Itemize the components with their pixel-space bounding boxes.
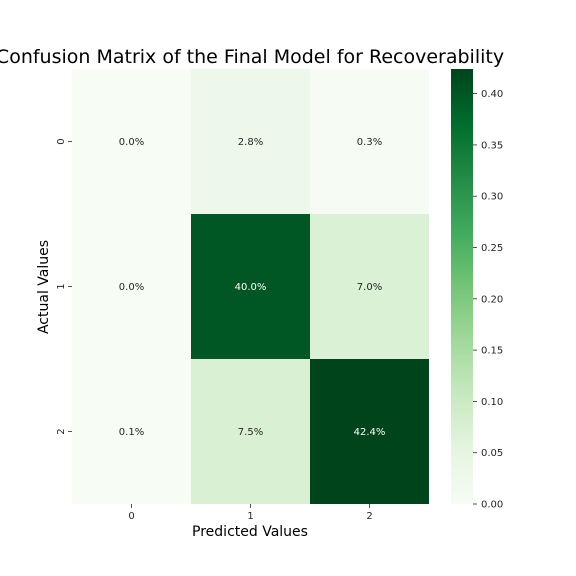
heatmap-cell xyxy=(191,359,310,504)
cell-annotation: 0.3% xyxy=(357,137,382,148)
x-tick-label: 2 xyxy=(366,511,372,522)
y-axis-label: Actual Values xyxy=(36,240,52,334)
colorbar-tick-label: 0.05 xyxy=(481,448,503,459)
heatmap-cell xyxy=(310,359,429,504)
chart-title: Confusion Matrix of the Final Model for … xyxy=(0,46,504,68)
heatmap-cell xyxy=(310,214,429,359)
colorbar-ticks: 0.00 0.05 0.10 0.15 0.20 0.25 0.30 0.35 0.40 xyxy=(473,89,503,511)
cell-annotation: 0.1% xyxy=(119,427,144,438)
colorbar-tick-label: 0.15 xyxy=(481,346,503,357)
colorbar-tick-label: 0.40 xyxy=(481,89,503,100)
heatmap-cells: 0.0% 2.8% 0.3% 0.0% 40.0% 7.0% 0.1% 7.5% 42.4% xyxy=(72,69,429,504)
colorbar-tick-label: 0.10 xyxy=(481,397,503,408)
colorbar-tick-label: 0.00 xyxy=(481,500,503,511)
cell-annotation: 0.0% xyxy=(119,137,144,148)
cell-annotation: 40.0% xyxy=(235,282,267,293)
colorbar-tick-label: 0.20 xyxy=(481,294,503,305)
y-tick-label: 1 xyxy=(56,283,67,289)
y-tick-label: 0 xyxy=(56,138,67,144)
x-axis-ticks: 0 1 2 xyxy=(128,504,373,522)
heatmap-cell xyxy=(310,69,429,214)
heatmap-cell xyxy=(72,359,191,504)
cell-annotation: 7.5% xyxy=(238,427,263,438)
heatmap-cell xyxy=(191,214,310,359)
x-tick-label: 0 xyxy=(128,511,134,522)
y-tick-label: 2 xyxy=(56,428,67,434)
colorbar-tick-label: 0.35 xyxy=(481,140,503,151)
cell-annotation: 0.0% xyxy=(119,282,144,293)
heatmap-cell xyxy=(191,69,310,214)
y-axis-ticks: 0 1 2 xyxy=(56,138,72,435)
colorbar-gradient xyxy=(451,69,473,504)
cell-annotation: 2.8% xyxy=(238,137,263,148)
cell-annotation: 7.0% xyxy=(357,282,382,293)
x-axis-label: Predicted Values xyxy=(192,524,308,540)
heatmap-cell xyxy=(72,214,191,359)
heatmap-cell xyxy=(72,69,191,214)
colorbar: 0.00 0.05 0.10 0.15 0.20 0.25 0.30 0.35 0.40 xyxy=(451,69,503,511)
colorbar-tick-label: 0.25 xyxy=(481,243,503,254)
colorbar-tick-label: 0.30 xyxy=(481,192,503,203)
cell-annotation: 42.4% xyxy=(354,427,386,438)
x-tick-label: 1 xyxy=(247,511,253,522)
